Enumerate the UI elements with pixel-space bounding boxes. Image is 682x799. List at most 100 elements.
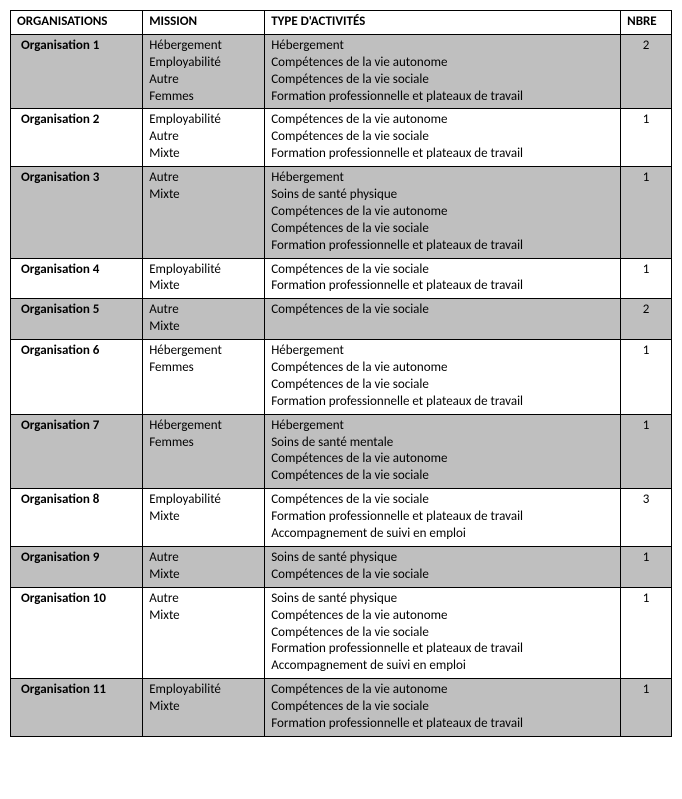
mission-line: Mixte <box>149 146 258 163</box>
nbre-cell: 2 <box>621 299 672 340</box>
mission-line: Autre <box>149 170 258 187</box>
activity-line: Accompagnement de suivi en emploi <box>271 526 614 543</box>
mission-cell: AutreMixte <box>143 587 265 678</box>
activities-cell: HébergementCompétences de la vie autonom… <box>265 340 621 415</box>
mission-cell: HébergementFemmes <box>143 340 265 415</box>
org-cell: Organisation 5 <box>11 299 143 340</box>
table-row: Organisation 4EmployabilitéMixteCompéten… <box>11 258 672 299</box>
header-activities: TYPE D'ACTIVITÉS <box>265 11 621 35</box>
mission-line: Mixte <box>149 567 258 584</box>
org-cell: Organisation 10 <box>11 587 143 678</box>
activities-cell: Compétences de la vie socialeFormation p… <box>265 258 621 299</box>
activities-cell: HébergementCompétences de la vie autonom… <box>265 34 621 109</box>
org-cell: Organisation 2 <box>11 109 143 167</box>
table-row: Organisation 6HébergementFemmesHébergeme… <box>11 340 672 415</box>
mission-line: Employabilité <box>149 492 258 509</box>
nbre-cell: 1 <box>621 587 672 678</box>
nbre-cell: 1 <box>621 414 672 489</box>
activity-line: Hébergement <box>271 170 614 187</box>
activity-line: Formation professionnelle et plateaux de… <box>271 278 614 295</box>
activity-line: Compétences de la vie autonome <box>271 608 614 625</box>
org-cell: Organisation 11 <box>11 679 143 737</box>
activity-line: Formation professionnelle et plateaux de… <box>271 641 614 658</box>
org-cell: Organisation 4 <box>11 258 143 299</box>
nbre-cell: 3 <box>621 489 672 547</box>
activity-line: Compétences de la vie autonome <box>271 360 614 377</box>
org-cell: Organisation 8 <box>11 489 143 547</box>
activities-cell: Compétences de la vie socialeFormation p… <box>265 489 621 547</box>
activity-line: Hébergement <box>271 343 614 360</box>
activity-line: Compétences de la vie sociale <box>271 492 614 509</box>
activities-cell: Soins de santé physiqueCompétences de la… <box>265 587 621 678</box>
activity-line: Formation professionnelle et plateaux de… <box>271 89 614 106</box>
org-cell: Organisation 7 <box>11 414 143 489</box>
activity-line: Compétences de la vie sociale <box>271 262 614 279</box>
header-mission: MISSION <box>143 11 265 35</box>
activities-cell: Compétences de la vie autonomeCompétence… <box>265 679 621 737</box>
activities-cell: HébergementSoins de santé physique Compét… <box>265 167 621 258</box>
mission-line: Autre <box>149 591 258 608</box>
activity-line: Formation professionnelle et plateaux de… <box>271 238 614 255</box>
activity-line: Soins de santé physique <box>271 591 614 608</box>
activity-line: Compétences de la vie sociale <box>271 302 614 319</box>
mission-cell: AutreMixte <box>143 167 265 258</box>
activities-cell: Soins de santé physiqueCompétences de la… <box>265 546 621 587</box>
nbre-cell: 2 <box>621 34 672 109</box>
mission-line: Mixte <box>149 699 258 716</box>
activity-line: Hébergement <box>271 418 614 435</box>
table-header-row: ORGANISATIONS MISSION TYPE D'ACTIVITÉS N… <box>11 11 672 35</box>
mission-cell: EmployabilitéAutreMixte <box>143 109 265 167</box>
nbre-cell: 1 <box>621 258 672 299</box>
org-cell: Organisation 9 <box>11 546 143 587</box>
activities-cell: HébergementSoins de santé mentaleCompéte… <box>265 414 621 489</box>
mission-cell: AutreMixte <box>143 546 265 587</box>
nbre-cell: 1 <box>621 109 672 167</box>
mission-line: Autre <box>149 550 258 567</box>
table-row: Organisation 8 EmployabilitéMixte Compéten… <box>11 489 672 547</box>
mission-cell: HébergementFemmes <box>143 414 265 489</box>
mission-line: Employabilité <box>149 112 258 129</box>
table-row: Organisation 2EmployabilitéAutreMixteCom… <box>11 109 672 167</box>
table-row: Organisation 9AutreMixteSoins de santé p… <box>11 546 672 587</box>
mission-line: Mixte <box>149 278 258 295</box>
nbre-cell: 1 <box>621 546 672 587</box>
mission-line: Femmes <box>149 89 258 106</box>
mission-cell: AutreMixte <box>143 299 265 340</box>
activity-line: Compétences de la vie sociale <box>271 129 614 146</box>
mission-line: Hébergement <box>149 38 258 55</box>
mission-line: Mixte <box>149 319 258 336</box>
mission-line: Femmes <box>149 435 258 452</box>
mission-cell: EmployabilitéMixte <box>143 679 265 737</box>
mission-line: Mixte <box>149 509 258 526</box>
header-nbre: NBRE <box>621 11 672 35</box>
mission-line: Mixte <box>149 187 258 204</box>
mission-line: Femmes <box>149 360 258 377</box>
mission-line: Autre <box>149 129 258 146</box>
mission-line: Employabilité <box>149 55 258 72</box>
nbre-cell: 1 <box>621 167 672 258</box>
activity-line: Soins de santé mentale <box>271 435 614 452</box>
mission-line: Employabilité <box>149 682 258 699</box>
activity-line: Hébergement <box>271 38 614 55</box>
table-row: Organisation 10AutreMixteSoins de santé … <box>11 587 672 678</box>
table-row: Organisation 1HébergementEmployabilitéAu… <box>11 34 672 109</box>
table-row: Organisation 5AutreMixte Compétences de l… <box>11 299 672 340</box>
mission-cell: HébergementEmployabilitéAutreFemmes <box>143 34 265 109</box>
activity-line: Compétences de la vie autonome <box>271 112 614 129</box>
mission-line: Hébergement <box>149 343 258 360</box>
activity-line: Compétences de la vie sociale <box>271 699 614 716</box>
org-cell: Organisation 6 <box>11 340 143 415</box>
activity-line: Compétences de la vie sociale <box>271 567 614 584</box>
activity-line: Soins de santé physique <box>271 550 614 567</box>
nbre-cell: 1 <box>621 340 672 415</box>
activity-line: Formation professionnelle et plateaux de… <box>271 394 614 411</box>
table-row: Organisation 7HébergementFemmesHébergeme… <box>11 414 672 489</box>
organisations-table: ORGANISATIONS MISSION TYPE D'ACTIVITÉS N… <box>10 10 672 737</box>
activity-line: Formation professionnelle et plateaux de… <box>271 146 614 163</box>
activity-line: Soins de santé physique <box>271 187 614 204</box>
mission-line: Autre <box>149 72 258 89</box>
activity-line: Accompagnement de suivi en emploi <box>271 658 614 675</box>
activity-line: Compétences de la vie sociale <box>271 221 614 238</box>
table-body: Organisation 1HébergementEmployabilitéAu… <box>11 34 672 736</box>
header-organisations: ORGANISATIONS <box>11 11 143 35</box>
